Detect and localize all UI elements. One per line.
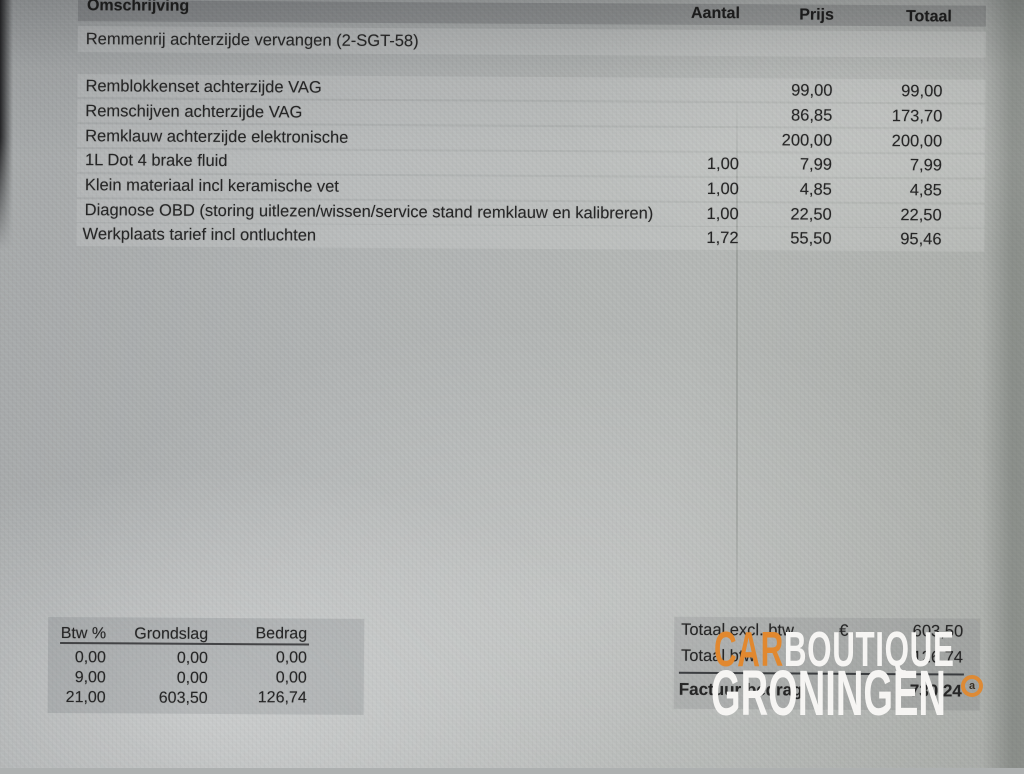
item-total: 95,46 — [900, 230, 942, 249]
item-description: Klein materiaal incl keramische vet — [84, 176, 339, 196]
vat-cell: 21,00 — [65, 689, 106, 707]
item-description: Remklauw achterzijde elektronische — [85, 127, 349, 147]
vat-cell: 126,74 — [257, 689, 307, 707]
paper-fold-crease — [736, 90, 738, 630]
item-total: 4,85 — [909, 181, 942, 200]
vat-cell: 0,00 — [275, 669, 307, 687]
watermark-line2-groningen: GRONINGEN — [711, 657, 946, 729]
vat-cell: 0,00 — [176, 669, 208, 687]
invoice-line-row: Remmenrij achterzijde vervangen (2-SGT-5… — [0, 30, 1024, 59]
item-total: 173,70 — [891, 107, 943, 126]
watermark-line1: CARBOUTIQUE — [714, 626, 955, 675]
vat-cell: 0,00 — [74, 649, 107, 667]
column-header-omschrijving: Omschrijving — [86, 0, 190, 15]
item-description: Diagnose OBD (storing uitlezen/wissen/se… — [84, 201, 654, 223]
column-header-prijs: Prijs — [799, 6, 834, 24]
column-header-totaal: Totaal — [905, 8, 952, 26]
vat-cell: 0,00 — [275, 649, 308, 667]
item-description: Remblokkenset achterzijde VAG — [85, 77, 322, 97]
photo-right-shadow-band — [982, 0, 1024, 768]
item-total: 7,99 — [909, 156, 943, 175]
watermark-boutique-text: BOUTIQUE — [783, 623, 955, 677]
item-total: 200,00 — [891, 132, 943, 151]
item-description: Remmenrij achterzijde vervangen (2-SGT-5… — [85, 30, 419, 51]
item-description: 1L Dot 4 brake fluid — [84, 151, 228, 171]
item-description: Werkplaats tarief incl ontluchten — [82, 225, 317, 245]
badge-glyph: a — [968, 679, 976, 692]
vat-header-bedrag: Bedrag — [255, 625, 308, 643]
invoice-line-row: Werkplaats tarief incl ontluchten 1,72 5… — [0, 225, 1023, 254]
vat-cell: 0,00 — [176, 649, 209, 667]
item-total: 99,00 — [901, 82, 943, 101]
vat-header-grondslag: Grondslag — [134, 625, 209, 643]
vat-header-btw: Btw % — [60, 625, 107, 643]
photo-left-dark-edge — [0, 0, 16, 250]
vat-cell: 9,00 — [74, 669, 106, 687]
vat-cell: 603,50 — [158, 689, 208, 707]
item-total: 22,50 — [900, 206, 942, 225]
watermark-car-text: CAR — [714, 623, 784, 677]
item-description: Remschijven achterzijde VAG — [85, 102, 303, 122]
watermark-logo-badge-icon: a — [961, 675, 983, 697]
